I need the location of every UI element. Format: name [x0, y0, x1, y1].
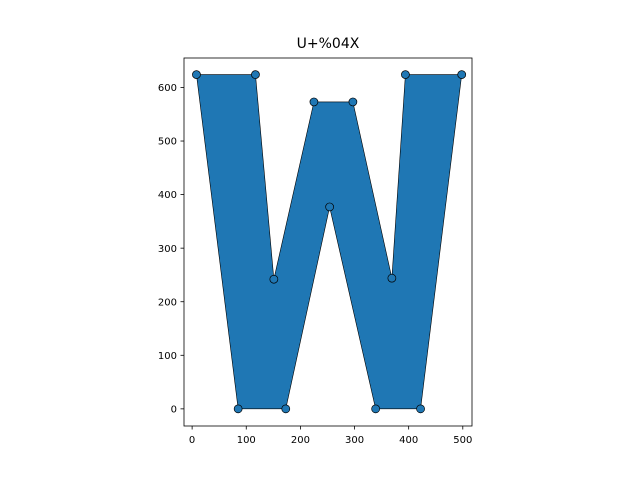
vertex-point: [401, 70, 410, 79]
vertex-point: [309, 97, 319, 107]
glyph-fill: [196, 74, 463, 410]
chart-title: U+%04X: [297, 36, 360, 52]
vertex-point: [416, 404, 425, 414]
x-tick-label: 100: [237, 435, 256, 446]
vertex-point: [269, 274, 279, 284]
y-tick-label: 300: [158, 244, 177, 255]
vertex-point: [233, 404, 243, 414]
vertex-point: [251, 70, 260, 79]
x-tick-label: 200: [291, 435, 310, 446]
y-tick-label: 100: [158, 351, 177, 362]
vertex-point: [281, 404, 291, 414]
axes: 0 100 200 300 400 500 0 100 200 300 400 500 600: [158, 57, 473, 446]
x-tick-label: 300: [345, 435, 364, 446]
x-tick-label: 500: [453, 435, 472, 446]
vertex-point: [325, 202, 334, 212]
y-tick-label: 500: [158, 137, 177, 148]
y-tick-label: 200: [158, 297, 177, 308]
vertex-point: [387, 273, 397, 283]
y-tick-label: 600: [158, 83, 177, 94]
y-tick-label: 0: [171, 404, 177, 415]
x-tick-label: 0: [189, 435, 195, 446]
vertex-point: [371, 404, 380, 414]
y-tick-label: 400: [158, 190, 177, 201]
vertex-point: [348, 97, 358, 107]
vertex-point: [192, 70, 201, 79]
axes-frame: [183, 57, 473, 427]
x-tick-label: 400: [399, 435, 418, 446]
plot-area: [192, 70, 467, 414]
vertex-point: [457, 70, 467, 79]
